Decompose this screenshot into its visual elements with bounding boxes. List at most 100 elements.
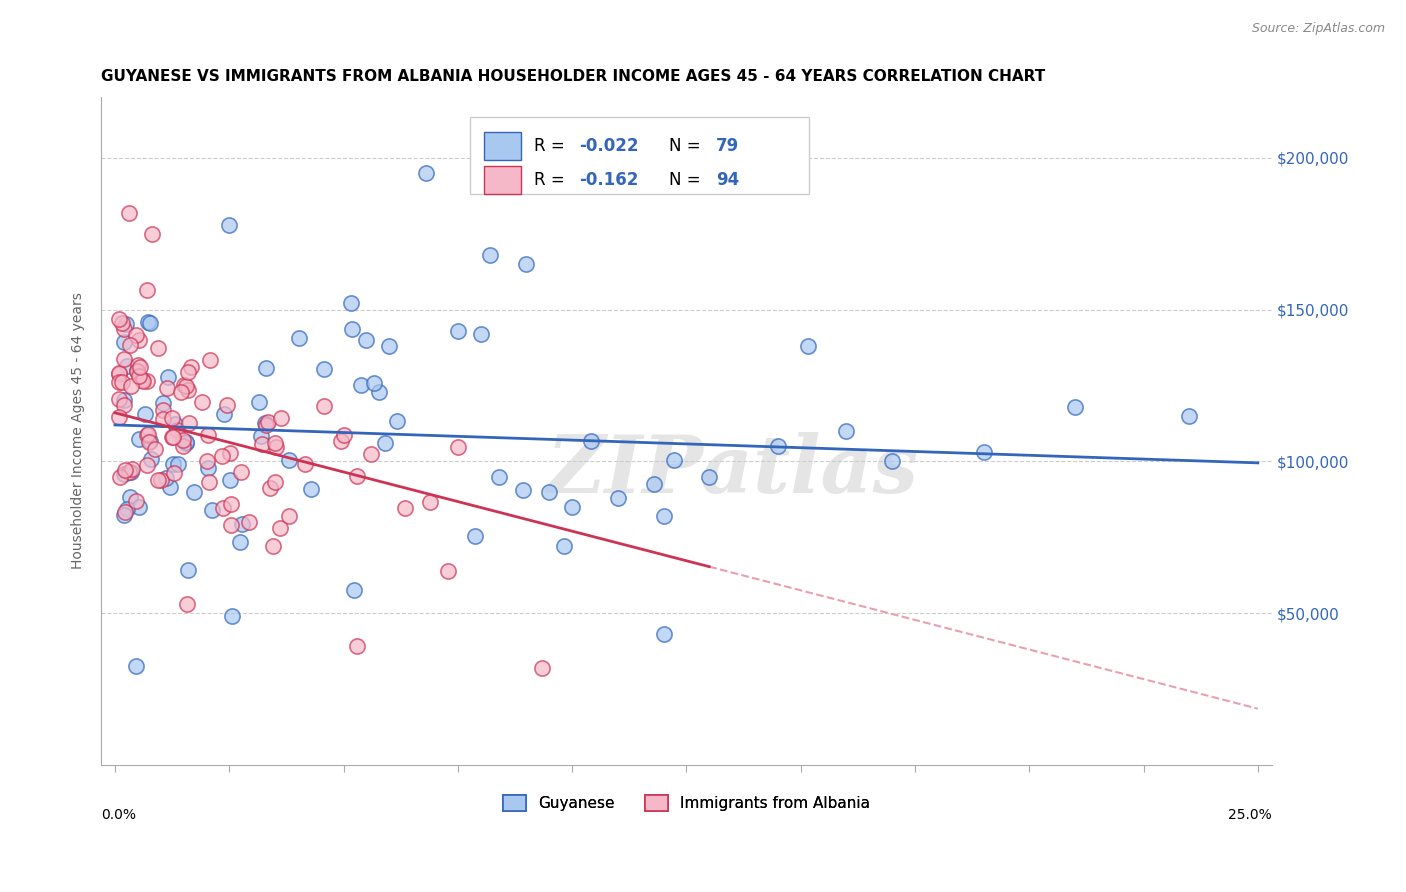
Text: -0.022: -0.022 — [579, 137, 638, 155]
Point — [143, 442, 166, 456]
Point — [131, 373, 153, 387]
Point — [172, 439, 194, 453]
Point — [264, 440, 287, 454]
Point — [152, 411, 174, 425]
Text: 0.0%: 0.0% — [101, 808, 136, 822]
Point — [214, 408, 236, 422]
Point — [197, 428, 219, 442]
Point — [120, 465, 142, 479]
Point — [515, 257, 537, 271]
Point — [530, 661, 553, 675]
Point — [238, 515, 260, 529]
Point — [162, 430, 184, 444]
Point — [172, 433, 194, 447]
Point — [229, 465, 252, 479]
Point — [117, 205, 139, 219]
Point — [114, 317, 136, 331]
Point — [252, 437, 274, 451]
Point — [229, 535, 252, 549]
Point — [387, 414, 409, 428]
Point — [259, 481, 281, 495]
Point — [221, 608, 243, 623]
Point — [299, 482, 322, 496]
Point — [160, 411, 183, 425]
Point — [470, 326, 492, 341]
Point — [177, 365, 200, 379]
Point — [247, 395, 270, 409]
Point — [115, 359, 138, 374]
Point — [1064, 400, 1087, 414]
Point — [149, 473, 172, 487]
Point — [128, 333, 150, 347]
Point — [1178, 409, 1201, 423]
Point — [128, 500, 150, 514]
Point — [167, 457, 190, 471]
Point — [368, 384, 391, 399]
Point — [219, 517, 242, 532]
Point — [128, 369, 150, 384]
Point — [139, 316, 162, 330]
Point — [125, 659, 148, 673]
Point — [135, 428, 157, 442]
Point — [127, 358, 149, 372]
Text: Source: ZipAtlas.com: Source: ZipAtlas.com — [1251, 22, 1385, 36]
Point — [797, 338, 820, 352]
Point — [112, 467, 135, 481]
Point — [662, 453, 685, 467]
Point — [340, 321, 363, 335]
Point — [254, 361, 277, 376]
Text: N =: N = — [669, 137, 706, 155]
Point — [882, 454, 904, 468]
Point — [108, 376, 131, 390]
Point — [350, 378, 373, 392]
Point — [125, 327, 148, 342]
Point — [201, 503, 224, 517]
Point — [111, 375, 134, 389]
Point — [257, 415, 280, 429]
Point — [378, 339, 401, 353]
Point — [125, 363, 148, 377]
Point — [112, 334, 135, 349]
Point — [333, 427, 356, 442]
FancyBboxPatch shape — [484, 132, 522, 161]
Point — [437, 564, 460, 578]
Point — [176, 597, 198, 611]
Point — [221, 497, 243, 511]
Point — [163, 467, 186, 481]
Point — [264, 436, 287, 450]
Point — [156, 381, 179, 395]
Point — [121, 462, 143, 476]
Point — [174, 434, 197, 449]
Point — [112, 508, 135, 523]
Point — [112, 352, 135, 367]
Point — [374, 435, 396, 450]
Point — [262, 539, 284, 553]
Point — [112, 398, 135, 412]
Point — [253, 416, 276, 430]
Point — [447, 440, 470, 454]
Point — [134, 408, 156, 422]
Point — [219, 473, 242, 487]
Point — [264, 475, 287, 490]
Point — [162, 430, 184, 444]
Point — [136, 283, 159, 297]
Point — [117, 501, 139, 516]
Text: 25.0%: 25.0% — [1227, 808, 1271, 822]
Legend: Guyanese, Immigrants from Albania: Guyanese, Immigrants from Albania — [496, 789, 876, 817]
Point — [269, 521, 291, 535]
Point — [512, 483, 534, 498]
Point — [394, 500, 416, 515]
Text: -0.162: -0.162 — [579, 171, 638, 189]
Point — [108, 469, 131, 483]
Point — [155, 470, 177, 484]
Point — [249, 429, 271, 443]
Point — [148, 341, 170, 355]
Point — [108, 410, 131, 425]
FancyBboxPatch shape — [470, 117, 810, 194]
Point — [218, 218, 240, 232]
Point — [360, 447, 382, 461]
Point — [108, 311, 131, 326]
Point — [766, 439, 789, 453]
Point — [139, 434, 162, 448]
Point — [108, 392, 131, 406]
